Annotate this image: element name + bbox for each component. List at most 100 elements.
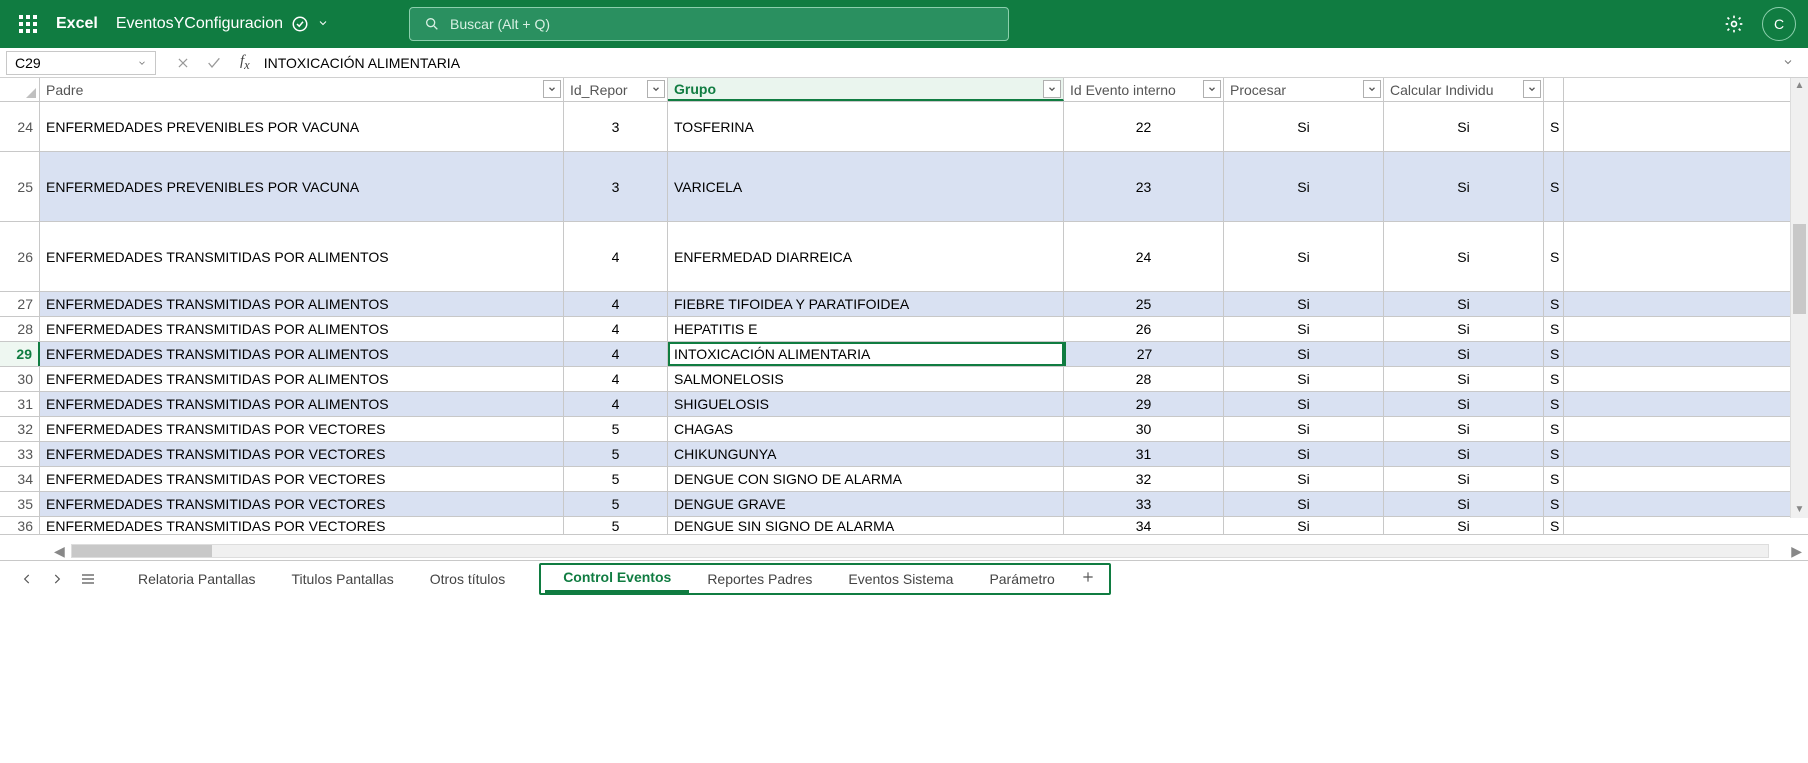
sheet-tab[interactable]: Relatoria Pantallas bbox=[120, 563, 274, 595]
accept-formula-button[interactable] bbox=[198, 55, 230, 71]
cell[interactable]: Si bbox=[1224, 442, 1384, 466]
cell[interactable]: ENFERMEDADES PREVENIBLES POR VACUNA bbox=[40, 152, 564, 221]
cell[interactable]: VARICELA bbox=[668, 152, 1064, 221]
cell[interactable]: 3 bbox=[564, 102, 668, 151]
cell[interactable]: ENFERMEDADES TRANSMITIDAS POR ALIMENTOS bbox=[40, 292, 564, 316]
cell[interactable]: 27 bbox=[1064, 342, 1224, 366]
cell[interactable]: S bbox=[1544, 292, 1564, 316]
saved-icon[interactable] bbox=[291, 15, 309, 33]
row-header[interactable]: 36 bbox=[0, 517, 40, 534]
cell[interactable]: S bbox=[1544, 517, 1564, 534]
cell[interactable]: ENFERMEDADES TRANSMITIDAS POR ALIMENTOS bbox=[40, 222, 564, 291]
scroll-right-icon[interactable]: ▶ bbox=[1785, 543, 1808, 560]
column-header[interactable]: Id_Repor bbox=[564, 78, 668, 101]
cell[interactable]: Si bbox=[1384, 442, 1544, 466]
sheet-tab[interactable]: Otros títulos bbox=[412, 563, 523, 595]
filter-button[interactable] bbox=[647, 80, 665, 98]
cell[interactable]: Si bbox=[1224, 467, 1384, 491]
cell[interactable]: Si bbox=[1224, 517, 1384, 534]
cell[interactable]: Si bbox=[1384, 517, 1544, 534]
sheet-tab[interactable]: Titulos Pantallas bbox=[274, 563, 412, 595]
cell[interactable]: ENFERMEDAD DIARREICA bbox=[668, 222, 1064, 291]
filter-button[interactable] bbox=[1363, 80, 1381, 98]
doc-menu-chevron-icon[interactable] bbox=[317, 16, 329, 32]
cell[interactable]: Si bbox=[1224, 222, 1384, 291]
cell[interactable]: Si bbox=[1224, 492, 1384, 516]
cell[interactable]: Si bbox=[1224, 102, 1384, 151]
row-header[interactable]: 27 bbox=[0, 292, 40, 316]
filter-button[interactable] bbox=[1523, 80, 1541, 98]
cell[interactable]: Si bbox=[1224, 152, 1384, 221]
cell[interactable]: ENFERMEDADES TRANSMITIDAS POR ALIMENTOS bbox=[40, 342, 564, 366]
cell[interactable]: Si bbox=[1384, 222, 1544, 291]
cell[interactable]: S bbox=[1544, 467, 1564, 491]
tab-nav-next[interactable] bbox=[42, 572, 72, 586]
horizontal-scroll-thumb[interactable] bbox=[72, 545, 212, 557]
cell[interactable]: S bbox=[1544, 367, 1564, 391]
cell[interactable]: ENFERMEDADES PREVENIBLES POR VACUNA bbox=[40, 102, 564, 151]
cell[interactable]: S bbox=[1544, 417, 1564, 441]
row-header[interactable]: 24 bbox=[0, 102, 40, 151]
scroll-left-icon[interactable]: ◀ bbox=[48, 543, 71, 560]
cell[interactable]: Si bbox=[1384, 342, 1544, 366]
cell[interactable]: 4 bbox=[564, 342, 668, 366]
cell[interactable]: Si bbox=[1224, 417, 1384, 441]
cell[interactable]: 25 bbox=[1064, 292, 1224, 316]
column-header[interactable]: Calcular Individu bbox=[1384, 78, 1544, 101]
cell[interactable]: CHAGAS bbox=[668, 417, 1064, 441]
filter-button[interactable] bbox=[543, 80, 561, 98]
cell[interactable]: ENFERMEDADES TRANSMITIDAS POR ALIMENTOS bbox=[40, 317, 564, 341]
row-header[interactable]: 25 bbox=[0, 152, 40, 221]
scroll-down-icon[interactable]: ▼ bbox=[1791, 502, 1808, 518]
scroll-up-icon[interactable]: ▲ bbox=[1791, 78, 1808, 94]
row-header[interactable]: 29 bbox=[0, 342, 40, 366]
cell[interactable]: CHIKUNGUNYA bbox=[668, 442, 1064, 466]
app-launcher-button[interactable] bbox=[12, 8, 44, 40]
cell[interactable]: Si bbox=[1384, 492, 1544, 516]
sheet-tab[interactable]: Reportes Padres bbox=[689, 565, 830, 593]
cell[interactable]: S bbox=[1544, 152, 1564, 221]
cell[interactable]: 4 bbox=[564, 392, 668, 416]
cell[interactable]: S bbox=[1544, 492, 1564, 516]
cell[interactable]: S bbox=[1544, 442, 1564, 466]
document-name[interactable]: EventosYConfiguracion bbox=[116, 15, 283, 33]
cell[interactable]: ENFERMEDADES TRANSMITIDAS POR ALIMENTOS bbox=[40, 367, 564, 391]
cell[interactable]: 4 bbox=[564, 367, 668, 391]
sheet-tab[interactable]: Parámetro bbox=[971, 565, 1071, 593]
column-header[interactable]: Padre bbox=[40, 78, 564, 101]
cell[interactable]: S bbox=[1544, 342, 1564, 366]
cell[interactable]: 5 bbox=[564, 492, 668, 516]
vertical-scroll-thumb[interactable] bbox=[1793, 224, 1806, 314]
app-name[interactable]: Excel bbox=[56, 15, 98, 33]
cell[interactable]: Si bbox=[1384, 367, 1544, 391]
filter-button[interactable] bbox=[1043, 80, 1061, 98]
cell[interactable]: Si bbox=[1384, 467, 1544, 491]
account-button[interactable]: C bbox=[1762, 7, 1796, 41]
cell[interactable]: ENFERMEDADES TRANSMITIDAS POR VECTORES bbox=[40, 467, 564, 491]
sheet-tab[interactable]: Eventos Sistema bbox=[830, 565, 971, 593]
cell[interactable]: 5 bbox=[564, 467, 668, 491]
cell[interactable]: 28 bbox=[1064, 367, 1224, 391]
cell[interactable]: Si bbox=[1384, 417, 1544, 441]
cell[interactable]: FIEBRE TIFOIDEA Y PARATIFOIDEA bbox=[668, 292, 1064, 316]
cell[interactable]: Si bbox=[1224, 367, 1384, 391]
formula-input[interactable]: INTOXICACIÓN ALIMENTARIA bbox=[260, 55, 1774, 71]
cell[interactable]: ENFERMEDADES TRANSMITIDAS POR VECTORES bbox=[40, 517, 564, 534]
row-header[interactable]: 32 bbox=[0, 417, 40, 441]
row-header[interactable]: 26 bbox=[0, 222, 40, 291]
cell[interactable]: DENGUE CON SIGNO DE ALARMA bbox=[668, 467, 1064, 491]
horizontal-scrollbar[interactable]: ◀ ▶ bbox=[0, 542, 1808, 560]
column-header[interactable]: Procesar bbox=[1224, 78, 1384, 101]
cell[interactable]: DENGUE GRAVE bbox=[668, 492, 1064, 516]
row-header[interactable]: 34 bbox=[0, 467, 40, 491]
row-header[interactable]: 35 bbox=[0, 492, 40, 516]
cell[interactable]: Si bbox=[1384, 392, 1544, 416]
cell[interactable]: S bbox=[1544, 222, 1564, 291]
cell[interactable]: 5 bbox=[564, 442, 668, 466]
cell[interactable]: 32 bbox=[1064, 467, 1224, 491]
cell[interactable]: Si bbox=[1224, 292, 1384, 316]
cell[interactable]: Si bbox=[1384, 152, 1544, 221]
cell[interactable]: ENFERMEDADES TRANSMITIDAS POR VECTORES bbox=[40, 492, 564, 516]
name-box[interactable]: C29 bbox=[6, 51, 156, 75]
cell[interactable]: SALMONELOSIS bbox=[668, 367, 1064, 391]
